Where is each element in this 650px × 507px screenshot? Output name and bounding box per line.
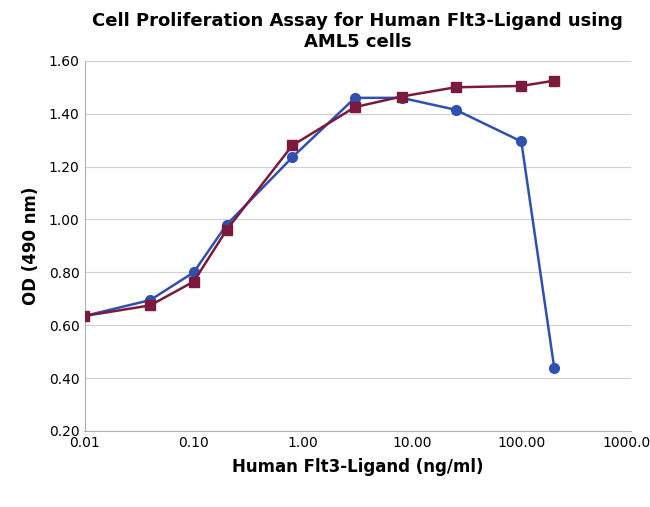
PeproGMP Human Flt3-ligand, PeproTech (Cat # GMP300-19): [398, 93, 406, 99]
PeproGMP Human Flt3-ligand, PeproTech (Cat # GMP300-19): [551, 78, 558, 84]
Human Flt3-Ligand, WHO Standard (Cat # 96/532): [190, 269, 198, 275]
Human Flt3-Ligand, WHO Standard (Cat # 96/532): [398, 95, 406, 101]
PeproGMP Human Flt3-ligand, PeproTech (Cat # GMP300-19): [223, 227, 231, 233]
X-axis label: Human Flt3-Ligand (ng/ml): Human Flt3-Ligand (ng/ml): [232, 458, 483, 476]
PeproGMP Human Flt3-ligand, PeproTech (Cat # GMP300-19): [351, 104, 359, 110]
Human Flt3-Ligand, WHO Standard (Cat # 96/532): [146, 297, 154, 303]
PeproGMP Human Flt3-ligand, PeproTech (Cat # GMP300-19): [517, 83, 525, 89]
Title: Cell Proliferation Assay for Human Flt3-Ligand using
AML5 cells: Cell Proliferation Assay for Human Flt3-…: [92, 12, 623, 51]
PeproGMP Human Flt3-ligand, PeproTech (Cat # GMP300-19): [146, 302, 154, 308]
PeproGMP Human Flt3-ligand, PeproTech (Cat # GMP300-19): [190, 278, 198, 284]
Human Flt3-Ligand, WHO Standard (Cat # 96/532): [551, 365, 558, 371]
PeproGMP Human Flt3-ligand, PeproTech (Cat # GMP300-19): [289, 142, 296, 149]
PeproGMP Human Flt3-ligand, PeproTech (Cat # GMP300-19): [81, 313, 88, 319]
Human Flt3-Ligand, WHO Standard (Cat # 96/532): [351, 95, 359, 101]
PeproGMP Human Flt3-ligand, PeproTech (Cat # GMP300-19): [452, 84, 460, 90]
Human Flt3-Ligand, WHO Standard (Cat # 96/532): [452, 106, 460, 113]
Human Flt3-Ligand, WHO Standard (Cat # 96/532): [81, 313, 88, 319]
Line: PeproGMP Human Flt3-ligand, PeproTech (Cat # GMP300-19): PeproGMP Human Flt3-ligand, PeproTech (C…: [80, 76, 559, 321]
Human Flt3-Ligand, WHO Standard (Cat # 96/532): [517, 138, 525, 144]
Human Flt3-Ligand, WHO Standard (Cat # 96/532): [289, 154, 296, 160]
Human Flt3-Ligand, WHO Standard (Cat # 96/532): [223, 222, 231, 228]
Line: Human Flt3-Ligand, WHO Standard (Cat # 96/532): Human Flt3-Ligand, WHO Standard (Cat # 9…: [80, 93, 559, 372]
Y-axis label: OD (490 nm): OD (490 nm): [23, 187, 40, 305]
